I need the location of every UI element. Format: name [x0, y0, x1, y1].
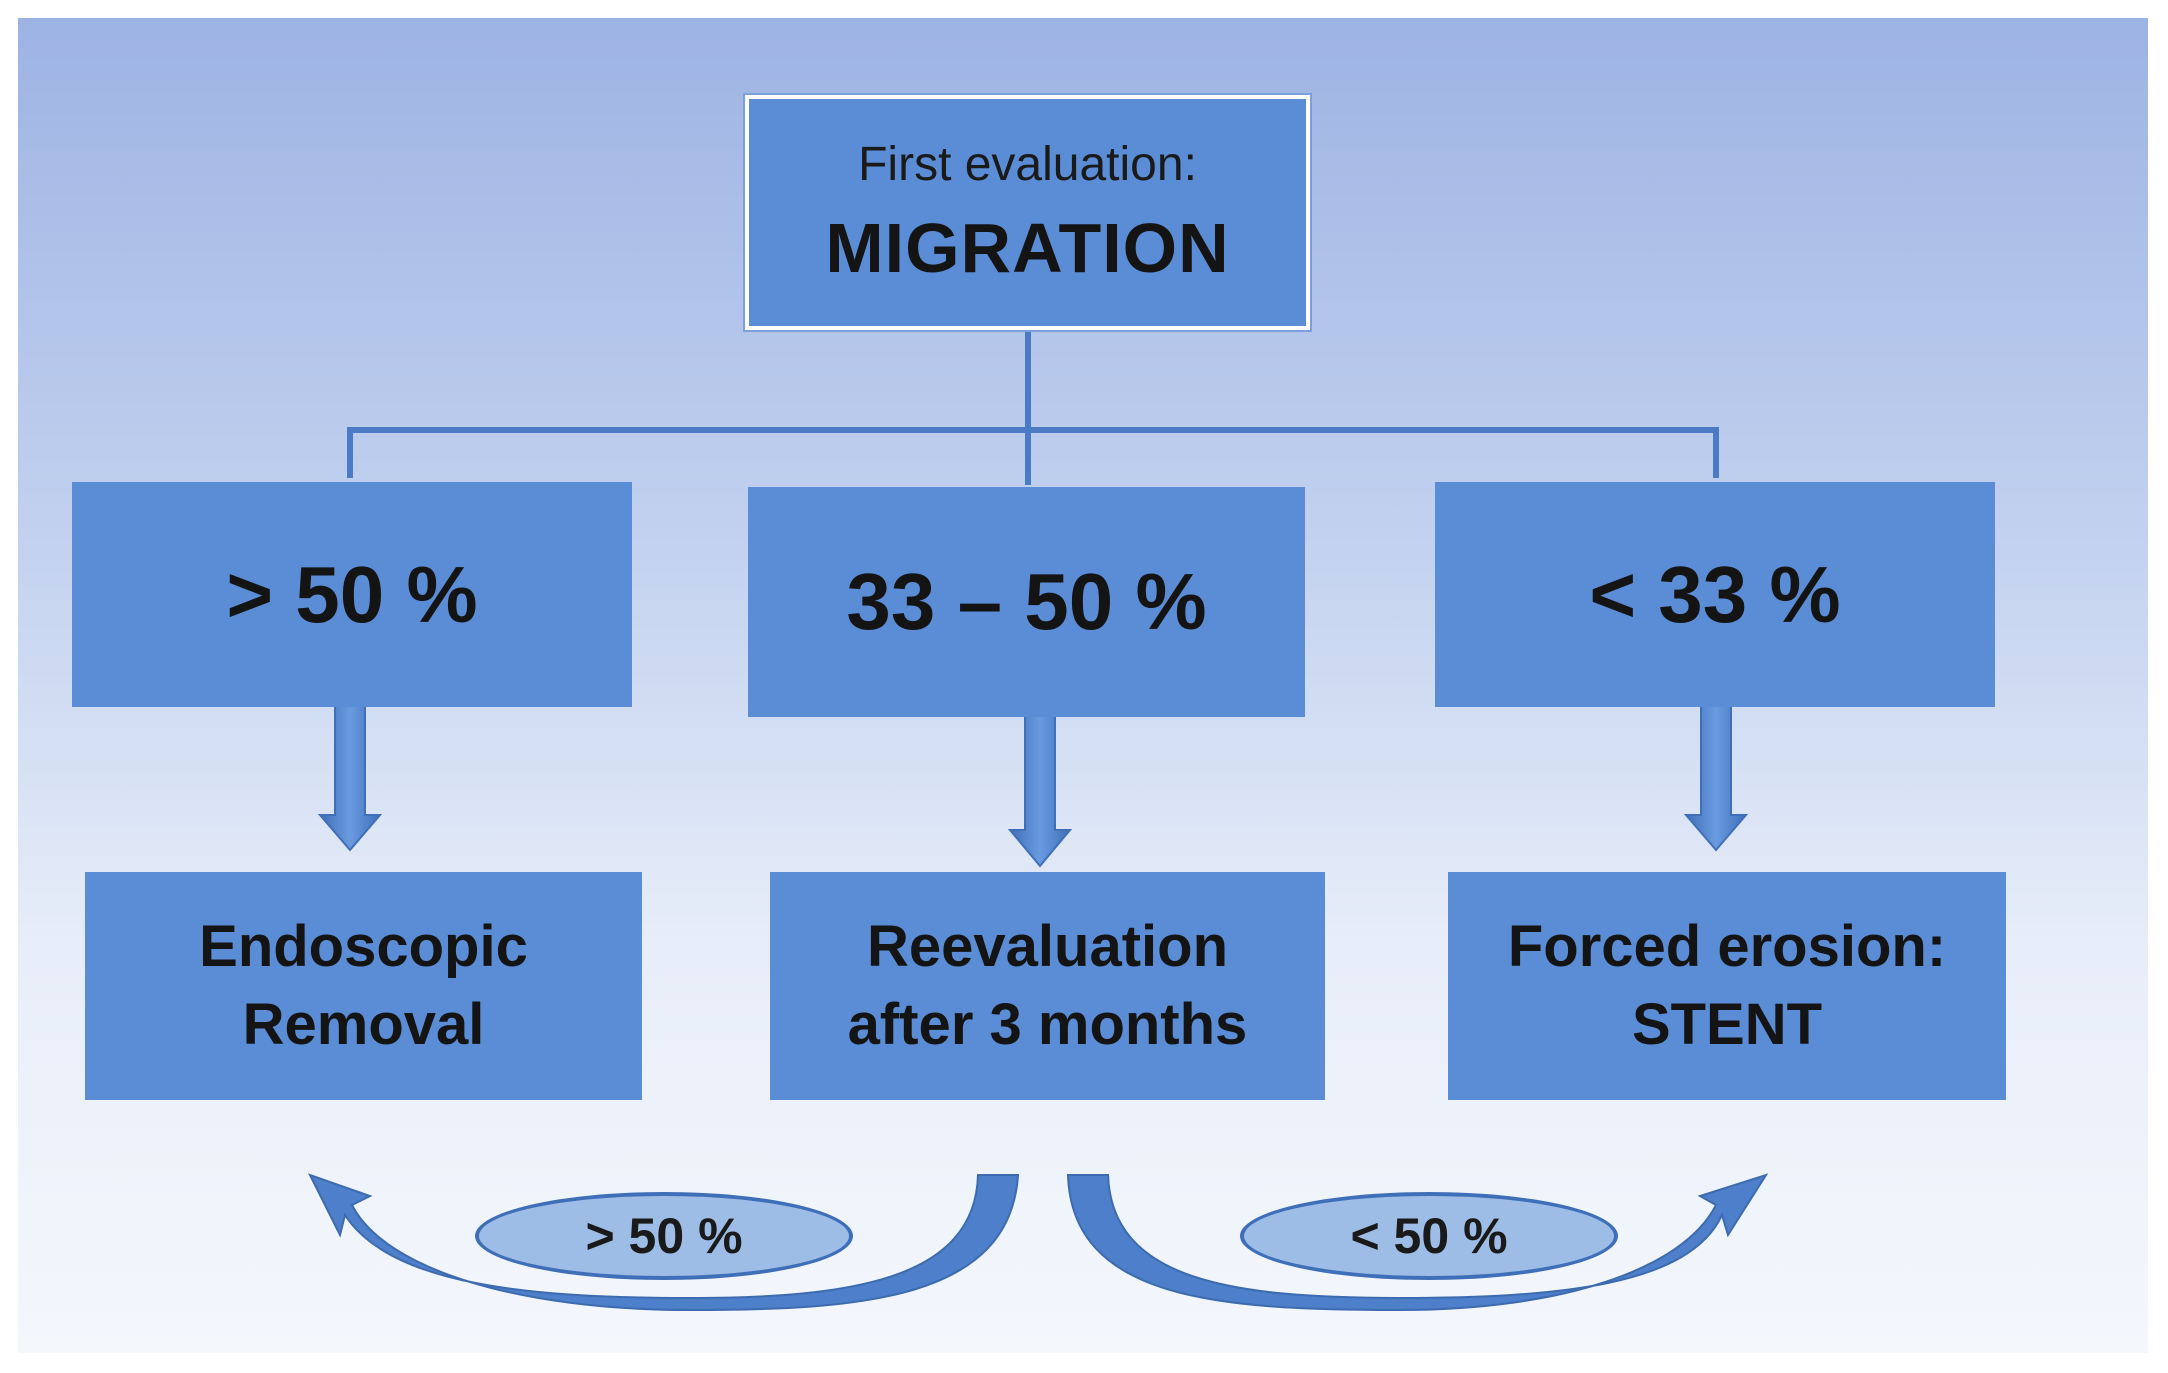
- root-title: MIGRATION: [825, 209, 1230, 287]
- range-node-mid: 33 – 50 %: [748, 487, 1305, 717]
- action-node-endoscopic-removal: Endoscopic Removal: [85, 872, 642, 1100]
- range-node-low: < 33 %: [1435, 482, 1995, 707]
- action-line-1: Forced erosion:: [1507, 913, 1947, 979]
- range-label: < 33 %: [1589, 549, 1841, 639]
- range-label: 33 – 50 %: [846, 557, 1207, 646]
- curved-arrow-left: [308, 1173, 1020, 1312]
- down-arrow-right: [1683, 704, 1749, 852]
- down-arrow-left: [317, 704, 383, 852]
- curved-arrow-right: [1066, 1173, 1769, 1312]
- action-node-forced-erosion: Forced erosion: STENT: [1448, 872, 2006, 1100]
- action-line-1: Reevaluation: [867, 913, 1228, 979]
- action-line-2: STENT: [1631, 992, 1823, 1057]
- reassessment-label-left: > 50 %: [475, 1192, 853, 1280]
- range-label: > 50 %: [226, 549, 478, 639]
- root-node-migration: First evaluation: MIGRATION: [745, 95, 1310, 330]
- action-line-1: Endoscopic: [199, 913, 528, 979]
- range-node-high: > 50 %: [72, 482, 632, 707]
- action-node-reevaluation: Reevaluation after 3 months: [770, 872, 1325, 1100]
- action-line-2: Removal: [242, 992, 485, 1057]
- reassessment-label-right: < 50 %: [1240, 1192, 1618, 1280]
- down-arrow-middle: [1007, 714, 1073, 868]
- tree-connector: [347, 330, 1719, 485]
- action-line-2: after 3 months: [847, 992, 1248, 1057]
- root-subtitle: First evaluation:: [858, 138, 1197, 191]
